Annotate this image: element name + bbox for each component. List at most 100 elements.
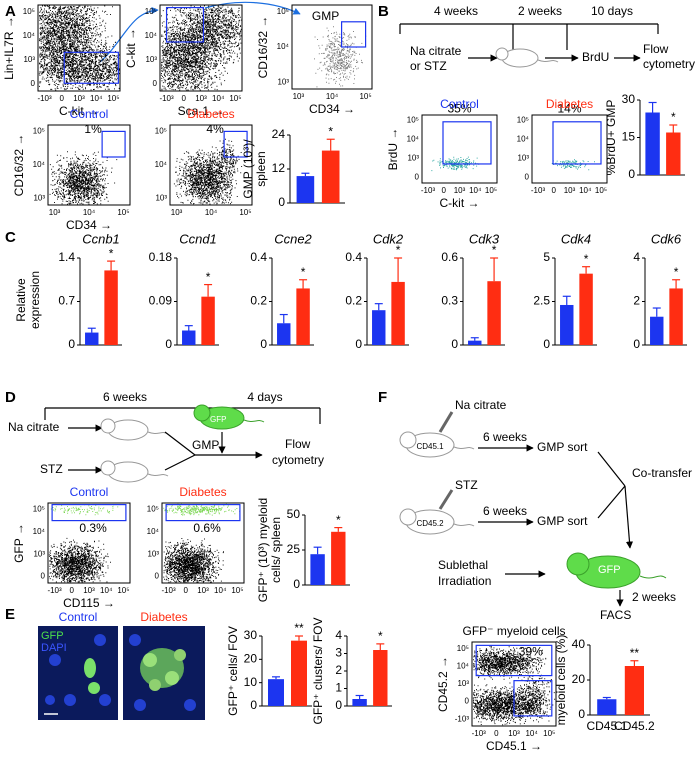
x-tick-label: 10⁴ [90, 94, 103, 103]
bar [352, 699, 367, 706]
label-step: BrdU [582, 50, 609, 64]
y-tick-label: 5 [543, 250, 550, 264]
gate-label: 0.6% [193, 521, 221, 535]
y-tick-label: 10⁴ [145, 31, 158, 40]
mouse [495, 47, 559, 68]
y-axis-label: GMP (10³)/ [241, 139, 255, 199]
y-tick-label: 10⁴ [457, 661, 470, 670]
bar [277, 323, 291, 345]
bar [597, 699, 617, 715]
timeline-label: 10 days [591, 4, 633, 18]
flow-gate [223, 130, 248, 158]
flow-frame [421, 114, 498, 184]
flow-gate [101, 130, 126, 158]
x-tick-label: 10⁵ [359, 92, 371, 101]
y-axis-label: CD45.2 → [436, 656, 450, 712]
y-tick-label: 0.2 [250, 294, 267, 308]
mouse [100, 460, 169, 483]
x-tick-label: 10³ [73, 94, 85, 103]
bar [201, 296, 215, 345]
flow-gate [552, 121, 602, 165]
x-tick-label: 0 [552, 186, 557, 195]
image-title: Diabetes [140, 610, 187, 624]
panel-letter: D [5, 389, 16, 406]
y-axis-label: %BrdU+ GMP [604, 100, 618, 176]
y-tick-label: 0 [415, 173, 420, 182]
flow-events [473, 646, 547, 680]
y-tick-label: 20 [244, 652, 258, 666]
y-tick-label: 0 [41, 572, 46, 581]
treatment: Na citrate [410, 44, 462, 58]
bar [560, 304, 574, 345]
x-tick-label: -10³ [531, 186, 546, 195]
y-tick-label: 10³ [33, 549, 45, 558]
micrograph [123, 626, 205, 720]
flow-events [163, 503, 241, 516]
time-label: 2 weeks [632, 590, 676, 604]
merge-label: Co-transfer [632, 466, 692, 480]
y-tick-label: 10³ [155, 194, 167, 203]
timeline-label: 4 days [247, 390, 282, 404]
panel-letter: C [5, 229, 16, 246]
x-tick-label: 10³ [197, 586, 209, 595]
gate-label: 9% [524, 701, 542, 715]
y-tick-label: 30 [622, 92, 636, 106]
flow-frame [161, 502, 245, 584]
treatment: Na citrate [455, 398, 507, 412]
plot-title: Diabetes [187, 107, 234, 121]
y-tick-label: 0.4 [345, 250, 362, 264]
chart-title: Ccnd1 [179, 231, 217, 246]
x-tick-label: 10³ [564, 186, 576, 195]
y-axis-label: myeloid cells (%) [554, 635, 568, 726]
y-tick-label: 0 [153, 79, 158, 88]
panel-letter: F [378, 389, 387, 406]
x-tick-label: 10⁴ [100, 586, 113, 595]
y-axis-label: CD16/32 → [256, 16, 270, 79]
y-tick-label: 10³ [147, 549, 159, 558]
y-tick-label: 25 [287, 542, 301, 556]
x-tick-label: 10⁵ [107, 94, 119, 103]
mouse [399, 431, 475, 458]
y-tick-label: 10⁵ [155, 127, 167, 136]
gate-label: 35% [447, 102, 471, 116]
bar [373, 650, 388, 706]
y-tick-label: 10³ [457, 679, 469, 688]
step: GMP sort [537, 514, 588, 528]
chart-title: Cdk2 [373, 231, 404, 246]
bar [391, 281, 405, 345]
mouse [399, 508, 475, 535]
x-tick-label: 10⁵ [485, 186, 497, 195]
flow-events [314, 26, 367, 88]
y-tick-label: 10⁵ [23, 7, 35, 16]
flow-events [163, 538, 224, 583]
y-tick-label: 10³ [407, 154, 419, 163]
y-tick-label: 0 [165, 337, 172, 351]
y-tick-label: 50 [287, 507, 301, 521]
significance: * [674, 265, 679, 279]
y-tick-label: 0.18 [149, 250, 173, 264]
y-tick-label: 30 [244, 628, 258, 642]
y-tick-label: 0 [250, 698, 257, 712]
y-tick-label: 0 [293, 577, 300, 591]
panel-letter: A [5, 3, 16, 20]
significance: * [206, 270, 211, 284]
x-tick-label: -10³ [421, 186, 436, 195]
x-tick-label: 10⁴ [214, 586, 227, 595]
flow-gate [475, 644, 553, 677]
recipient: Sublethal [438, 558, 488, 572]
y-tick-label: 2 [335, 663, 342, 677]
significance: * [492, 243, 497, 257]
panel-letter: B [378, 3, 389, 20]
x-tick-label: 10⁵ [117, 586, 129, 595]
y-tick-label: 0 [335, 698, 342, 712]
readout: Flow [285, 437, 311, 451]
flow-events [551, 159, 595, 171]
x-tick-label: 0 [184, 586, 189, 595]
stain-label: DAPI [41, 642, 67, 654]
y-axis-label: GFP → [12, 523, 26, 563]
gate-label: 0.3% [79, 521, 107, 535]
x-axis-label: CD34 → [66, 218, 112, 232]
y-tick-label: -10³ [455, 714, 470, 723]
y-tick-label: 10⁵ [407, 116, 419, 125]
x-axis-label: C-kit → [440, 196, 480, 210]
